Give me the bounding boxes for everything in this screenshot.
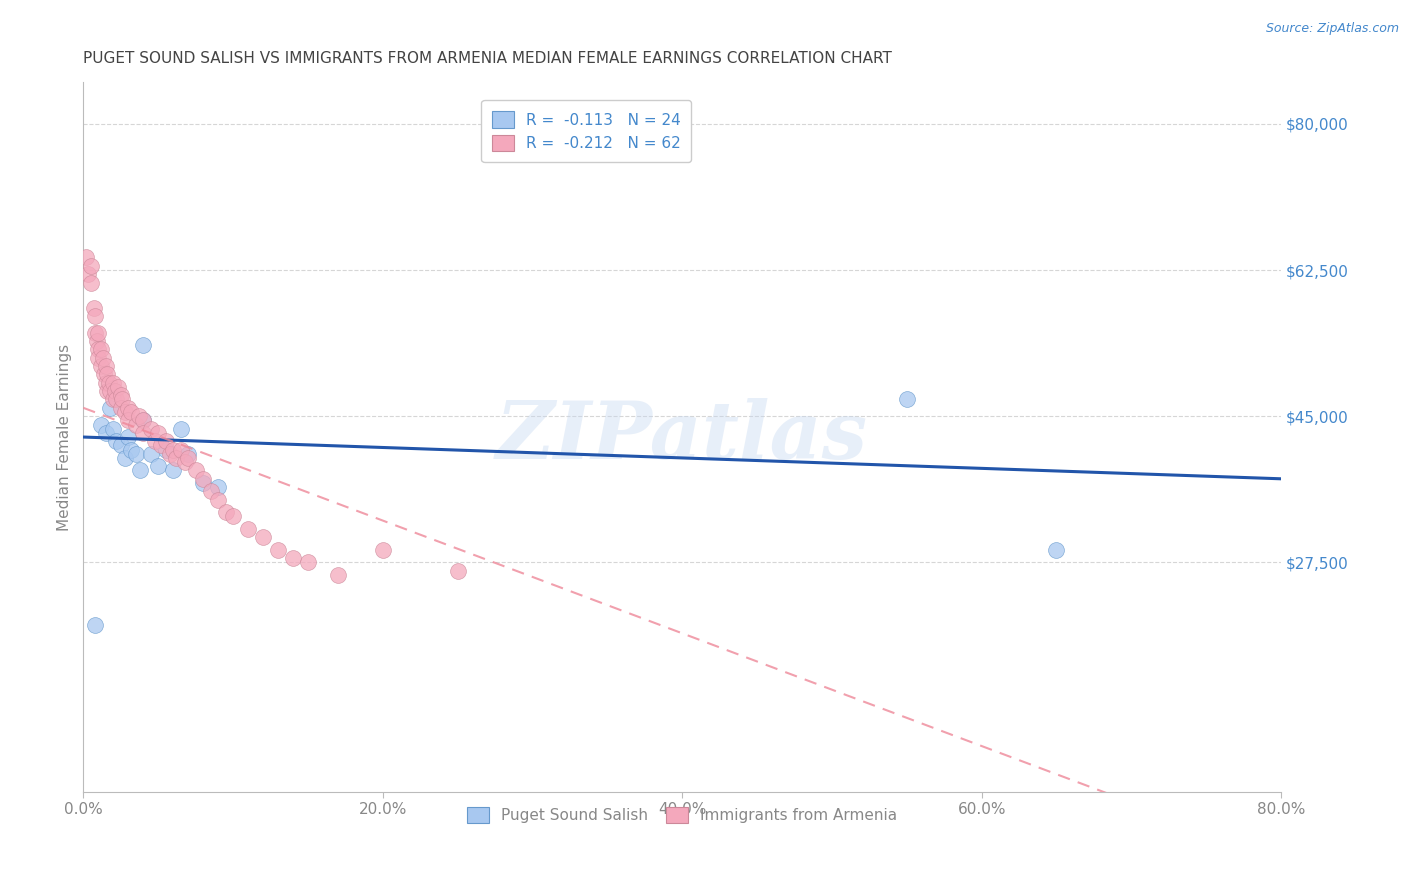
Point (174, 455, 197, 469)
Point (132, 413, 155, 427)
Point (84, 618, 107, 632)
Point (222, 509, 245, 524)
Point (125, 447, 148, 461)
Point (177, 447, 200, 461)
Point (87, 326, 110, 340)
Text: Source: ZipAtlas.com: Source: ZipAtlas.com (1265, 22, 1399, 36)
Point (143, 434, 166, 449)
Point (200, 484, 222, 499)
Point (191, 475, 214, 490)
Point (267, 542, 290, 557)
Point (236, 522, 259, 536)
Point (169, 442, 191, 457)
Point (326, 567, 349, 582)
Point (98, 384, 121, 398)
Point (117, 430, 139, 444)
Point (110, 388, 132, 402)
Point (114, 405, 136, 419)
Point (896, 392, 918, 407)
Point (207, 492, 229, 507)
Point (281, 551, 304, 566)
Point (191, 472, 214, 486)
Point (162, 442, 184, 457)
Point (128, 409, 150, 424)
Point (90, 359, 112, 373)
Point (110, 401, 132, 415)
Point (84, 326, 107, 340)
Point (94, 376, 117, 390)
Point (103, 376, 125, 390)
Point (214, 505, 236, 519)
Point (169, 422, 191, 436)
Text: ZIPatlas: ZIPatlas (496, 399, 869, 475)
Point (139, 422, 162, 436)
Point (90, 343, 112, 357)
Point (97, 376, 120, 390)
Point (207, 480, 229, 494)
Point (94, 359, 117, 373)
Point (371, 542, 394, 557)
Point (111, 392, 134, 407)
Point (96, 368, 118, 382)
Point (162, 463, 184, 477)
Point (117, 401, 139, 415)
Point (155, 434, 177, 449)
Point (104, 384, 127, 398)
Point (103, 422, 125, 436)
Point (125, 417, 148, 432)
Point (146, 459, 169, 474)
Point (98, 401, 121, 415)
Point (75, 251, 97, 265)
Point (80, 259, 103, 273)
Point (446, 564, 468, 578)
Point (110, 438, 132, 452)
Point (96, 384, 118, 398)
Point (76, 267, 98, 281)
Point (84, 309, 107, 323)
Point (1045, 542, 1067, 557)
Point (103, 392, 125, 407)
Point (87, 351, 110, 365)
Point (80, 276, 103, 290)
Point (184, 463, 207, 477)
Point (120, 442, 142, 457)
Point (177, 450, 200, 465)
Point (120, 405, 142, 419)
Text: PUGET SOUND SALISH VS IMMIGRANTS FROM ARMENIA MEDIAN FEMALE EARNINGS CORRELATION: PUGET SOUND SALISH VS IMMIGRANTS FROM AR… (83, 51, 893, 66)
Point (132, 425, 155, 440)
Point (155, 442, 177, 457)
Point (83, 301, 105, 315)
Point (90, 417, 112, 432)
Point (117, 413, 139, 427)
Legend: Puget Sound Salish, Immigrants from Armenia: Puget Sound Salish, Immigrants from Arme… (457, 796, 908, 834)
Point (107, 380, 129, 394)
Point (93, 368, 115, 382)
Point (94, 425, 117, 440)
Point (129, 463, 152, 477)
Point (252, 530, 274, 544)
Point (86, 334, 108, 348)
Point (87, 343, 110, 357)
Point (114, 450, 136, 465)
Point (159, 447, 181, 461)
Point (165, 450, 187, 465)
Point (132, 338, 155, 352)
Y-axis label: Median Female Earnings: Median Female Earnings (58, 343, 72, 531)
Point (105, 434, 128, 449)
Point (105, 392, 128, 407)
Point (150, 438, 173, 452)
Point (146, 425, 169, 440)
Point (139, 447, 162, 461)
Point (132, 413, 155, 427)
Point (297, 555, 319, 569)
Point (91, 351, 114, 365)
